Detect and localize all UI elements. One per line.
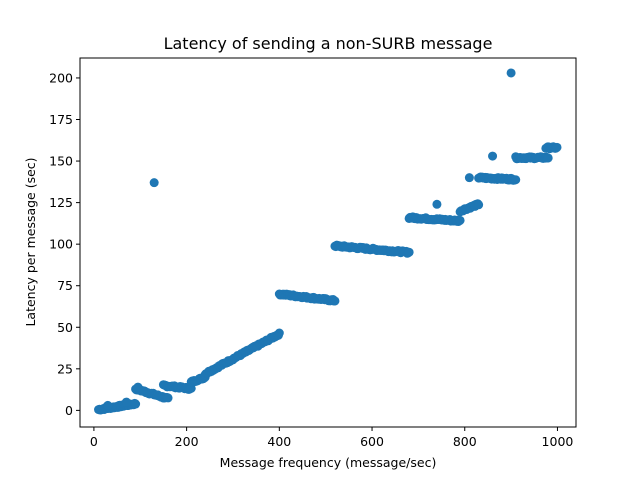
x-tick-label: 0 <box>90 434 98 449</box>
x-tick-label: 200 <box>175 434 199 449</box>
outlier-point <box>133 382 143 392</box>
data-point <box>455 215 465 225</box>
y-tick-label: 125 <box>49 195 73 210</box>
data-point <box>552 142 562 152</box>
y-tick-label: 75 <box>57 278 73 293</box>
outlier-point <box>149 178 159 188</box>
outlier-point <box>488 151 498 161</box>
outlier-point <box>432 199 442 209</box>
data-points <box>94 68 562 415</box>
y-tick-label: 150 <box>49 154 73 169</box>
plot-frame <box>79 57 577 428</box>
y-tick-label: 0 <box>65 403 73 418</box>
x-axis-ticks: 0 200 400 600 800 1000 <box>90 427 573 449</box>
outlier-point <box>121 397 131 407</box>
data-point <box>543 153 553 163</box>
x-tick-label: 800 <box>453 434 477 449</box>
y-tick-label: 25 <box>57 361 73 376</box>
data-point <box>330 296 340 306</box>
outlier-point <box>103 400 113 410</box>
x-tick-label: 1000 <box>542 434 574 449</box>
x-tick-label: 400 <box>267 434 291 449</box>
y-tick-label: 50 <box>57 320 73 335</box>
data-point <box>474 200 484 210</box>
data-point <box>511 175 521 185</box>
y-tick-label: 100 <box>49 237 73 252</box>
x-axis-label: Message frequency (message/sec) <box>220 455 437 470</box>
data-point <box>131 399 141 409</box>
x-tick-label: 600 <box>360 434 384 449</box>
y-axis-label: Latency per message (sec) <box>23 157 38 326</box>
outlier-point <box>464 173 474 183</box>
data-point <box>404 247 414 257</box>
y-tick-label: 200 <box>49 70 73 85</box>
data-point <box>274 328 284 338</box>
data-point <box>163 393 173 403</box>
y-axis-ticks: 0 25 50 75 100 125 150 175 200 <box>49 70 80 418</box>
outlier-point <box>506 68 516 78</box>
y-tick-label: 175 <box>49 112 73 127</box>
chart-title: Latency of sending a non-SURB message <box>164 34 493 53</box>
